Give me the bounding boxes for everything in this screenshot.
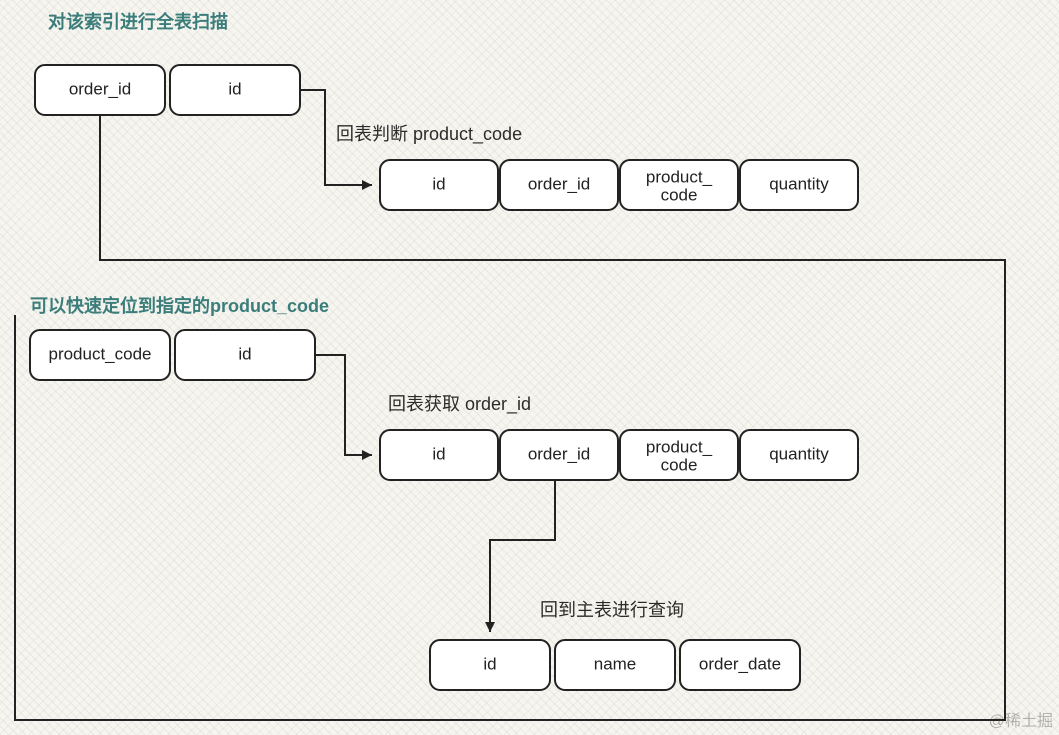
arrowhead [485,622,495,632]
row-table1: id order_id product_ code quantity [380,160,858,210]
row-index1: order_id id [35,65,300,115]
cell: id [483,654,496,673]
title-index1: 对该索引进行全表扫描 [48,8,228,34]
title-index2: 可以快速定位到指定的product_code [30,292,329,318]
watermark: @稀土掘 [989,707,1053,731]
row-index2: product_code id [30,330,315,380]
cell: code [661,455,698,474]
cell: id [228,79,241,98]
cell: code [661,185,698,204]
cell: order_id [528,444,590,463]
cell: id [432,174,445,193]
arrowhead [362,180,372,190]
cell: product_ [646,437,713,456]
cell: order_date [699,654,781,673]
cell: quantity [769,444,829,463]
cell: product_code [48,344,151,363]
cell: order_id [69,79,131,98]
cell: product_ [646,167,713,186]
diagram-svg: order_id id id order_id product_ code qu… [0,0,1059,735]
label-lookup2: 回表获取 order_id [388,390,531,416]
label-lookup3: 回到主表进行查询 [540,596,684,622]
cell: id [432,444,445,463]
cell: quantity [769,174,829,193]
label-lookup1: 回表判断 product_code [336,120,522,146]
cell: order_id [528,174,590,193]
arrow-index2-to-table2 [315,355,372,455]
row-table2: id order_id product_ code quantity [380,430,858,480]
row-table3: id name order_date [430,640,800,690]
cell: id [238,344,251,363]
cell: name [594,654,637,673]
arrowhead [362,450,372,460]
